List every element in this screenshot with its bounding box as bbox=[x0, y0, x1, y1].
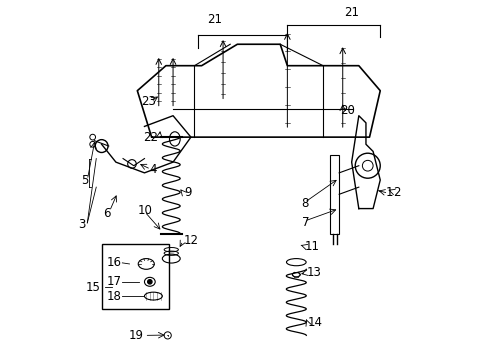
Circle shape bbox=[147, 280, 152, 284]
Text: 3: 3 bbox=[78, 218, 85, 231]
Text: 11: 11 bbox=[304, 240, 319, 253]
Polygon shape bbox=[351, 116, 380, 208]
Text: 17: 17 bbox=[106, 275, 121, 288]
Text: 9: 9 bbox=[183, 186, 191, 199]
Text: 16: 16 bbox=[106, 256, 121, 269]
Text: 14: 14 bbox=[307, 316, 323, 329]
Text: 21: 21 bbox=[344, 6, 358, 19]
Text: 21: 21 bbox=[206, 13, 221, 26]
Text: 23: 23 bbox=[141, 95, 156, 108]
Text: 15: 15 bbox=[86, 281, 101, 294]
Text: 4: 4 bbox=[149, 163, 157, 176]
Text: 1: 1 bbox=[385, 186, 392, 199]
Bar bbox=[329, 155, 339, 234]
Text: 8: 8 bbox=[301, 197, 308, 210]
Text: 22: 22 bbox=[143, 131, 158, 144]
Text: 10: 10 bbox=[137, 204, 152, 217]
Text: 6: 6 bbox=[103, 207, 110, 220]
Text: 5: 5 bbox=[81, 174, 88, 186]
Text: 7: 7 bbox=[301, 216, 308, 229]
Text: 2: 2 bbox=[392, 186, 400, 199]
Polygon shape bbox=[102, 116, 190, 173]
Text: 18: 18 bbox=[106, 289, 121, 303]
Bar bbox=[102, 244, 169, 309]
Text: 20: 20 bbox=[340, 104, 354, 117]
Text: 13: 13 bbox=[306, 266, 321, 279]
Text: 12: 12 bbox=[183, 234, 198, 247]
Text: 19: 19 bbox=[128, 329, 143, 342]
